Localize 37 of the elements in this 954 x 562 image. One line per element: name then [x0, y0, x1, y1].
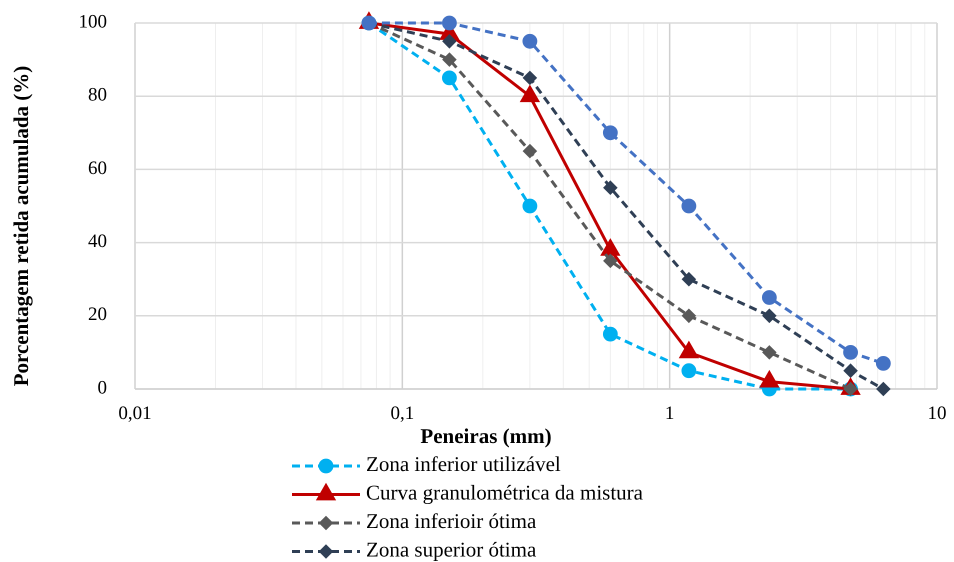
point — [602, 326, 618, 342]
point — [681, 363, 696, 378]
x-tick-label: 10 — [928, 403, 946, 424]
point — [522, 34, 538, 49]
legend-label: Zona superior ótima — [366, 537, 537, 562]
y-tick-label: 20 — [88, 304, 107, 326]
point — [843, 345, 858, 360]
point — [522, 198, 538, 214]
point — [681, 198, 696, 214]
point — [522, 144, 537, 158]
x-tick-label: 1 — [664, 403, 674, 424]
point — [602, 125, 618, 140]
point — [682, 308, 696, 323]
point — [442, 16, 457, 30]
y-tick-label: 80 — [88, 84, 107, 106]
y-tick-label: 100 — [78, 11, 107, 32]
point — [442, 52, 456, 67]
point — [844, 364, 858, 378]
y-tick-label: 40 — [88, 230, 107, 252]
point — [762, 345, 776, 360]
legend-label: Zona inferioir ótima — [366, 508, 537, 533]
x-tick-label: 0,01 — [118, 403, 152, 424]
point — [762, 290, 777, 305]
y-tick-label: 0 — [98, 377, 107, 398]
legend-label: Curva granulométrica da mistura — [366, 480, 644, 504]
point — [442, 70, 457, 86]
y-axis-title: Porcentagem retida acumulada (%) — [9, 66, 33, 386]
point — [522, 70, 537, 85]
point — [762, 308, 776, 323]
point — [442, 34, 456, 48]
point — [603, 180, 618, 195]
point — [682, 272, 696, 286]
point — [603, 254, 618, 268]
y-tick-label: 60 — [88, 158, 107, 179]
x-tick-label: 0,1 — [390, 403, 414, 424]
legend-label: Zona inferior utilizável — [366, 452, 561, 476]
x-axis-title: Peneiras (mm) — [420, 424, 552, 448]
